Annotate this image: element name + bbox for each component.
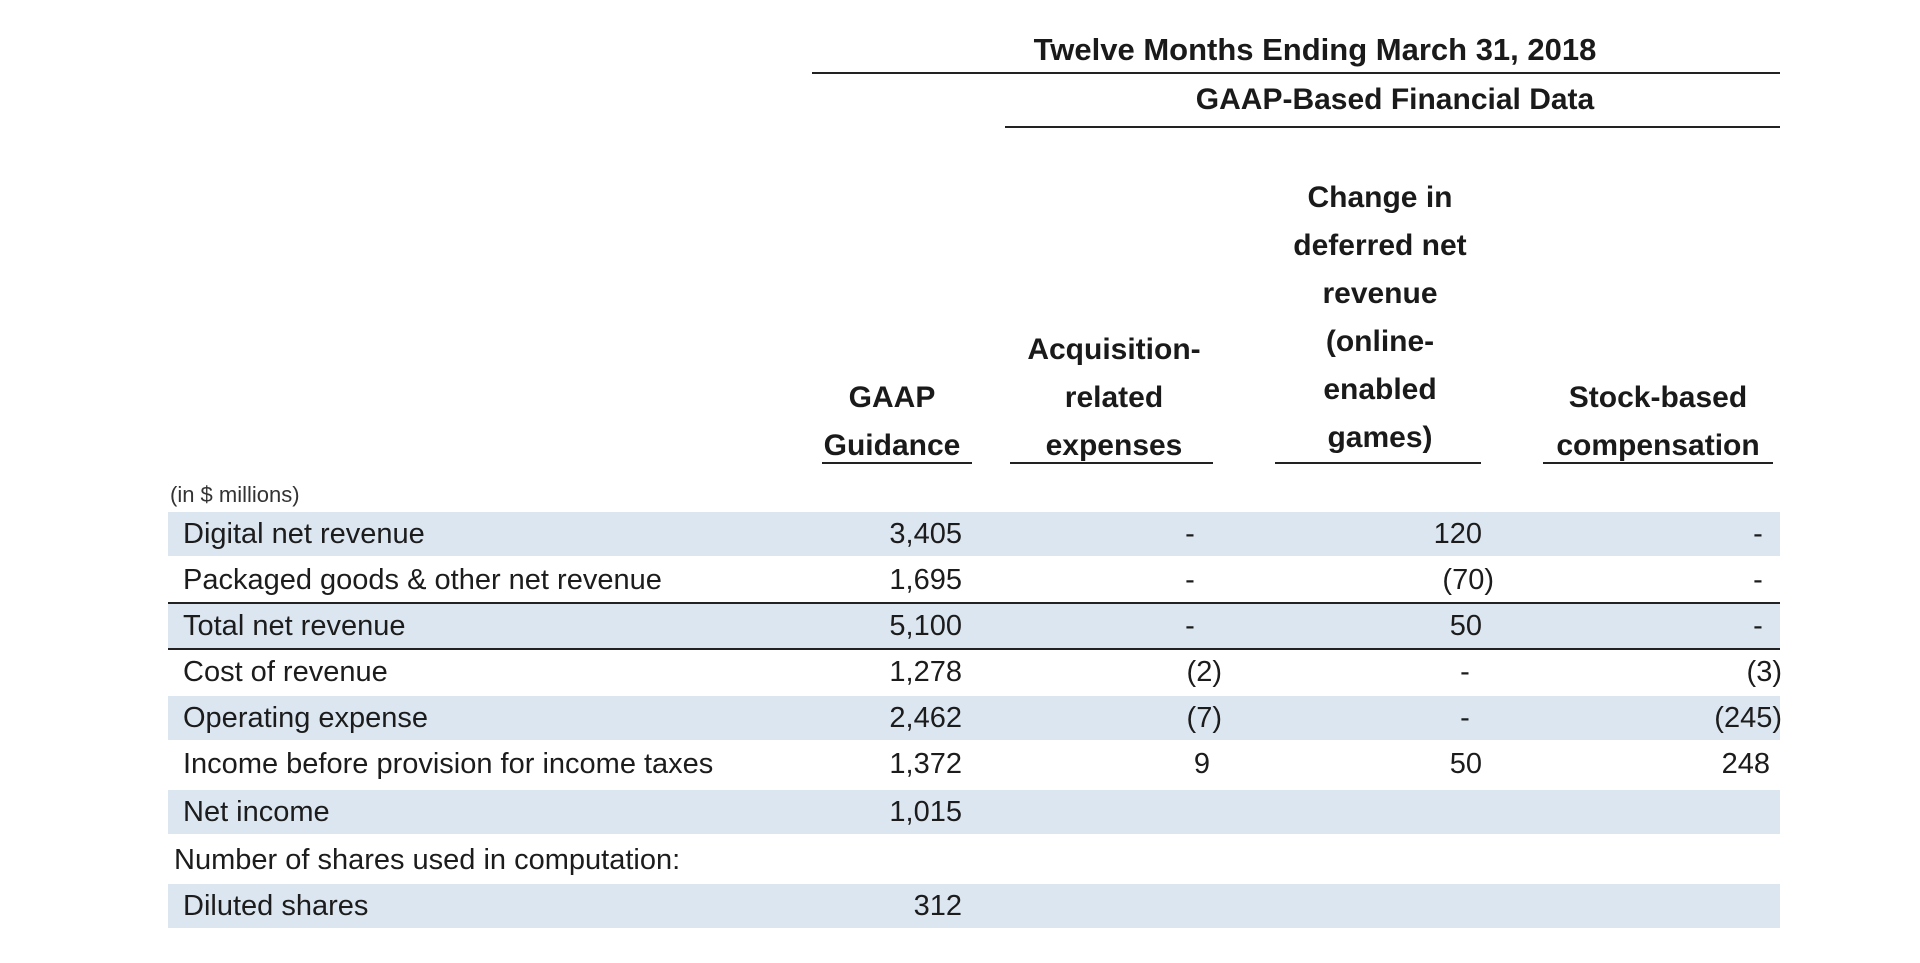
col-header-line: compensation	[1556, 429, 1760, 462]
row-value: (2)	[1186, 656, 1222, 688]
row-value: -	[1753, 564, 1763, 596]
col-header-acquisition: Acquisition- related expenses	[1005, 326, 1223, 470]
row-shading	[168, 790, 1780, 834]
row-value: 9	[1193, 748, 1210, 780]
col-rule-gaap-guidance	[822, 462, 972, 464]
row-value: (3)	[1746, 656, 1782, 688]
total-row-rule	[168, 648, 1780, 650]
col-rule-deferred-revenue	[1275, 462, 1481, 464]
row-shading	[168, 884, 1780, 928]
col-header-stock-comp: Stock-based compensation	[1540, 374, 1776, 470]
col-header-line: Change in	[1307, 181, 1453, 214]
row-label: Packaged goods & other net revenue	[183, 564, 662, 596]
col-header-gaap-guidance: GAAP Guidance	[812, 374, 972, 470]
row-value: 1,695	[889, 564, 962, 596]
row-value: -	[1460, 656, 1470, 688]
period-rule	[812, 72, 1780, 74]
row-value: 248	[1721, 748, 1770, 780]
row-value: -	[1753, 518, 1763, 550]
total-row-rule	[168, 602, 1780, 604]
row-shading	[168, 604, 1780, 648]
row-value: 1,278	[889, 656, 962, 688]
col-header-line: expenses	[1045, 429, 1183, 462]
col-header-line: (online-	[1325, 325, 1435, 358]
row-label: Income before provision for income taxes	[183, 748, 714, 780]
col-header-line: deferred net	[1293, 229, 1467, 262]
units-note: (in $ millions)	[170, 482, 300, 507]
col-header-deferred-revenue: Change in deferred net revenue (online- …	[1270, 174, 1490, 462]
row-value: 1,372	[889, 748, 962, 780]
row-value: -	[1460, 702, 1470, 734]
row-label: Cost of revenue	[183, 656, 388, 688]
row-value: -	[1753, 610, 1763, 642]
section-rule	[1005, 126, 1780, 128]
col-header-line: Stock-based	[1568, 381, 1748, 414]
row-label: Diluted shares	[183, 890, 369, 922]
row-value: (70)	[1442, 564, 1494, 596]
row-label: Number of shares used in computation:	[174, 844, 681, 876]
col-header-line: games)	[1327, 421, 1433, 454]
col-rule-acquisition	[1010, 462, 1213, 464]
row-label: Operating expense	[183, 702, 429, 734]
section-heading: GAAP-Based Financial Data	[1195, 83, 1595, 116]
row-value: 5,100	[889, 610, 962, 642]
row-shading	[168, 696, 1780, 740]
row-value: 3,405	[889, 518, 962, 550]
col-rule-stock-comp	[1543, 462, 1773, 464]
row-shading	[168, 512, 1780, 556]
row-value: 120	[1433, 518, 1482, 550]
row-value: 1,015	[889, 796, 962, 828]
row-value: 50	[1449, 610, 1482, 642]
row-label: Digital net revenue	[183, 518, 425, 550]
col-header-line: Acquisition-	[1027, 333, 1201, 366]
row-value: -	[1185, 564, 1195, 596]
col-header-line: Guidance	[823, 429, 961, 462]
row-value: 50	[1449, 748, 1482, 780]
row-value: (7)	[1186, 702, 1222, 734]
col-header-line: enabled	[1323, 373, 1437, 406]
col-header-line: revenue	[1322, 277, 1438, 310]
period-heading: Twelve Months Ending March 31, 2018	[1033, 32, 1597, 67]
row-label: Total net revenue	[183, 610, 406, 642]
row-value: 2,462	[889, 702, 962, 734]
col-header-line: related	[1064, 381, 1164, 414]
row-value: -	[1185, 610, 1195, 642]
row-value: 312	[913, 890, 962, 922]
row-value: -	[1185, 518, 1195, 550]
row-value: (245)	[1714, 702, 1782, 734]
col-header-line: GAAP	[848, 381, 936, 414]
row-label: Net income	[183, 796, 330, 828]
